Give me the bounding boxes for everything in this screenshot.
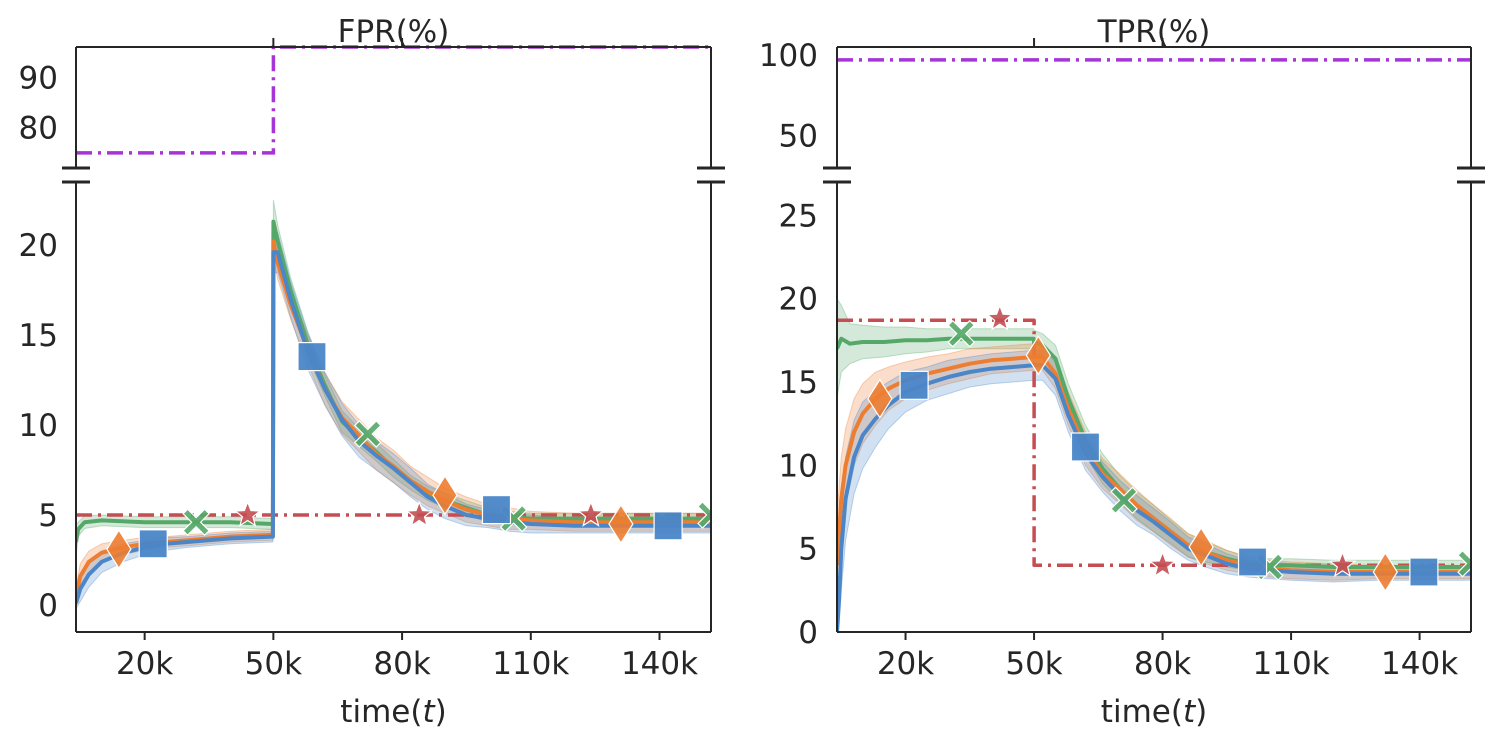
marker-target [576, 500, 605, 527]
marker-green [1110, 486, 1138, 515]
bottom-y-tick-label: 10 [779, 448, 818, 484]
x-axis-label: time(t) [340, 694, 446, 730]
marker-target [985, 303, 1014, 331]
marker-green [1457, 549, 1471, 578]
series-line-reference (upper) [76, 45, 711, 155]
bottom-y-tick-label: 0 [38, 588, 58, 624]
x-tick-label: 110k [492, 646, 569, 682]
marker-blue [653, 511, 683, 541]
marker-green [353, 420, 382, 448]
bottom-y-tick-label: 5 [798, 532, 818, 568]
marker-green [947, 319, 976, 348]
x-axis-label-variable: t [1183, 694, 1197, 730]
marker-orange [1025, 335, 1052, 376]
x-tick-label: 110k [1253, 646, 1330, 682]
marker-orange [432, 475, 458, 516]
marker-orange [867, 378, 893, 419]
x-tick-label: 140k [1381, 646, 1458, 682]
plot-area [76, 199, 711, 610]
bottom-y-tick-label: 5 [38, 498, 58, 534]
bottom-y-tick-label: 15 [779, 365, 818, 401]
bottom-y-tick-label: 25 [779, 198, 818, 234]
chart-tpr: 20k 50k 80k 110k 140k 50 100 0 5 10 15 20 25 TPR(%) ti… [759, 14, 1485, 730]
confidence-band-green [76, 199, 711, 559]
series-line-blue [837, 363, 1471, 632]
x-axis-label-variable: t [422, 694, 436, 730]
top-y-tick-label: 100 [759, 38, 818, 74]
top-y-tick-label: 50 [779, 119, 818, 155]
marker-blue [1070, 432, 1101, 462]
x-tick-label: 80k [373, 646, 430, 682]
bottom-y-tick-label: 15 [19, 318, 58, 354]
marker-orange [1188, 526, 1214, 568]
bottom-y-tick-label: 20 [19, 228, 58, 264]
x-tick-label: 50k [245, 646, 302, 682]
plot-area [837, 297, 1471, 632]
marker-blue [481, 495, 512, 525]
chart-title: FPR(%) [338, 14, 450, 50]
x-axis-label-text: time( [340, 694, 422, 730]
marker-orange [608, 503, 634, 545]
marker-blue [138, 529, 168, 559]
marker-blue [1409, 557, 1439, 587]
confidence-band-blue [76, 229, 711, 610]
x-axis-label-close: ) [435, 694, 447, 730]
confidence-band-blue [837, 349, 1471, 632]
marker-blue [899, 370, 929, 400]
top-y-tick-label: 80 [19, 111, 58, 147]
marker-green [697, 501, 711, 529]
chart-title: TPR(%) [1097, 14, 1211, 50]
bottom-y-tick-label: 0 [798, 615, 818, 651]
marker-blue [1237, 547, 1268, 577]
x-tick-label: 20k [877, 646, 934, 682]
bottom-y-tick-label: 10 [19, 408, 58, 444]
series-line-green [76, 219, 711, 543]
chart-fpr: 20k 50k 80k 110k 140k 80 90 0 5 10 15 20 FPR(%) time(… [19, 14, 725, 730]
x-tick-label: 50k [1005, 646, 1062, 682]
bottom-y-tick-label: 20 [779, 282, 818, 318]
x-tick-label: 140k [621, 646, 698, 682]
x-axis-label: time(t) [1101, 694, 1207, 730]
marker-target [233, 500, 262, 527]
x-axis-label-close: ) [1195, 694, 1207, 730]
x-tick-label: 20k [116, 646, 173, 682]
marker-target [1328, 550, 1357, 578]
marker-blue [297, 342, 327, 372]
marker-orange [1372, 551, 1399, 593]
series-line-blue [76, 250, 711, 604]
marker-target [1148, 550, 1177, 578]
marker-orange [106, 529, 132, 570]
x-tick-label: 80k [1134, 646, 1191, 682]
marker-target [405, 500, 434, 527]
marker-green [182, 508, 210, 537]
top-y-tick-label: 90 [19, 60, 58, 96]
x-axis-label-text: time( [1101, 694, 1183, 730]
